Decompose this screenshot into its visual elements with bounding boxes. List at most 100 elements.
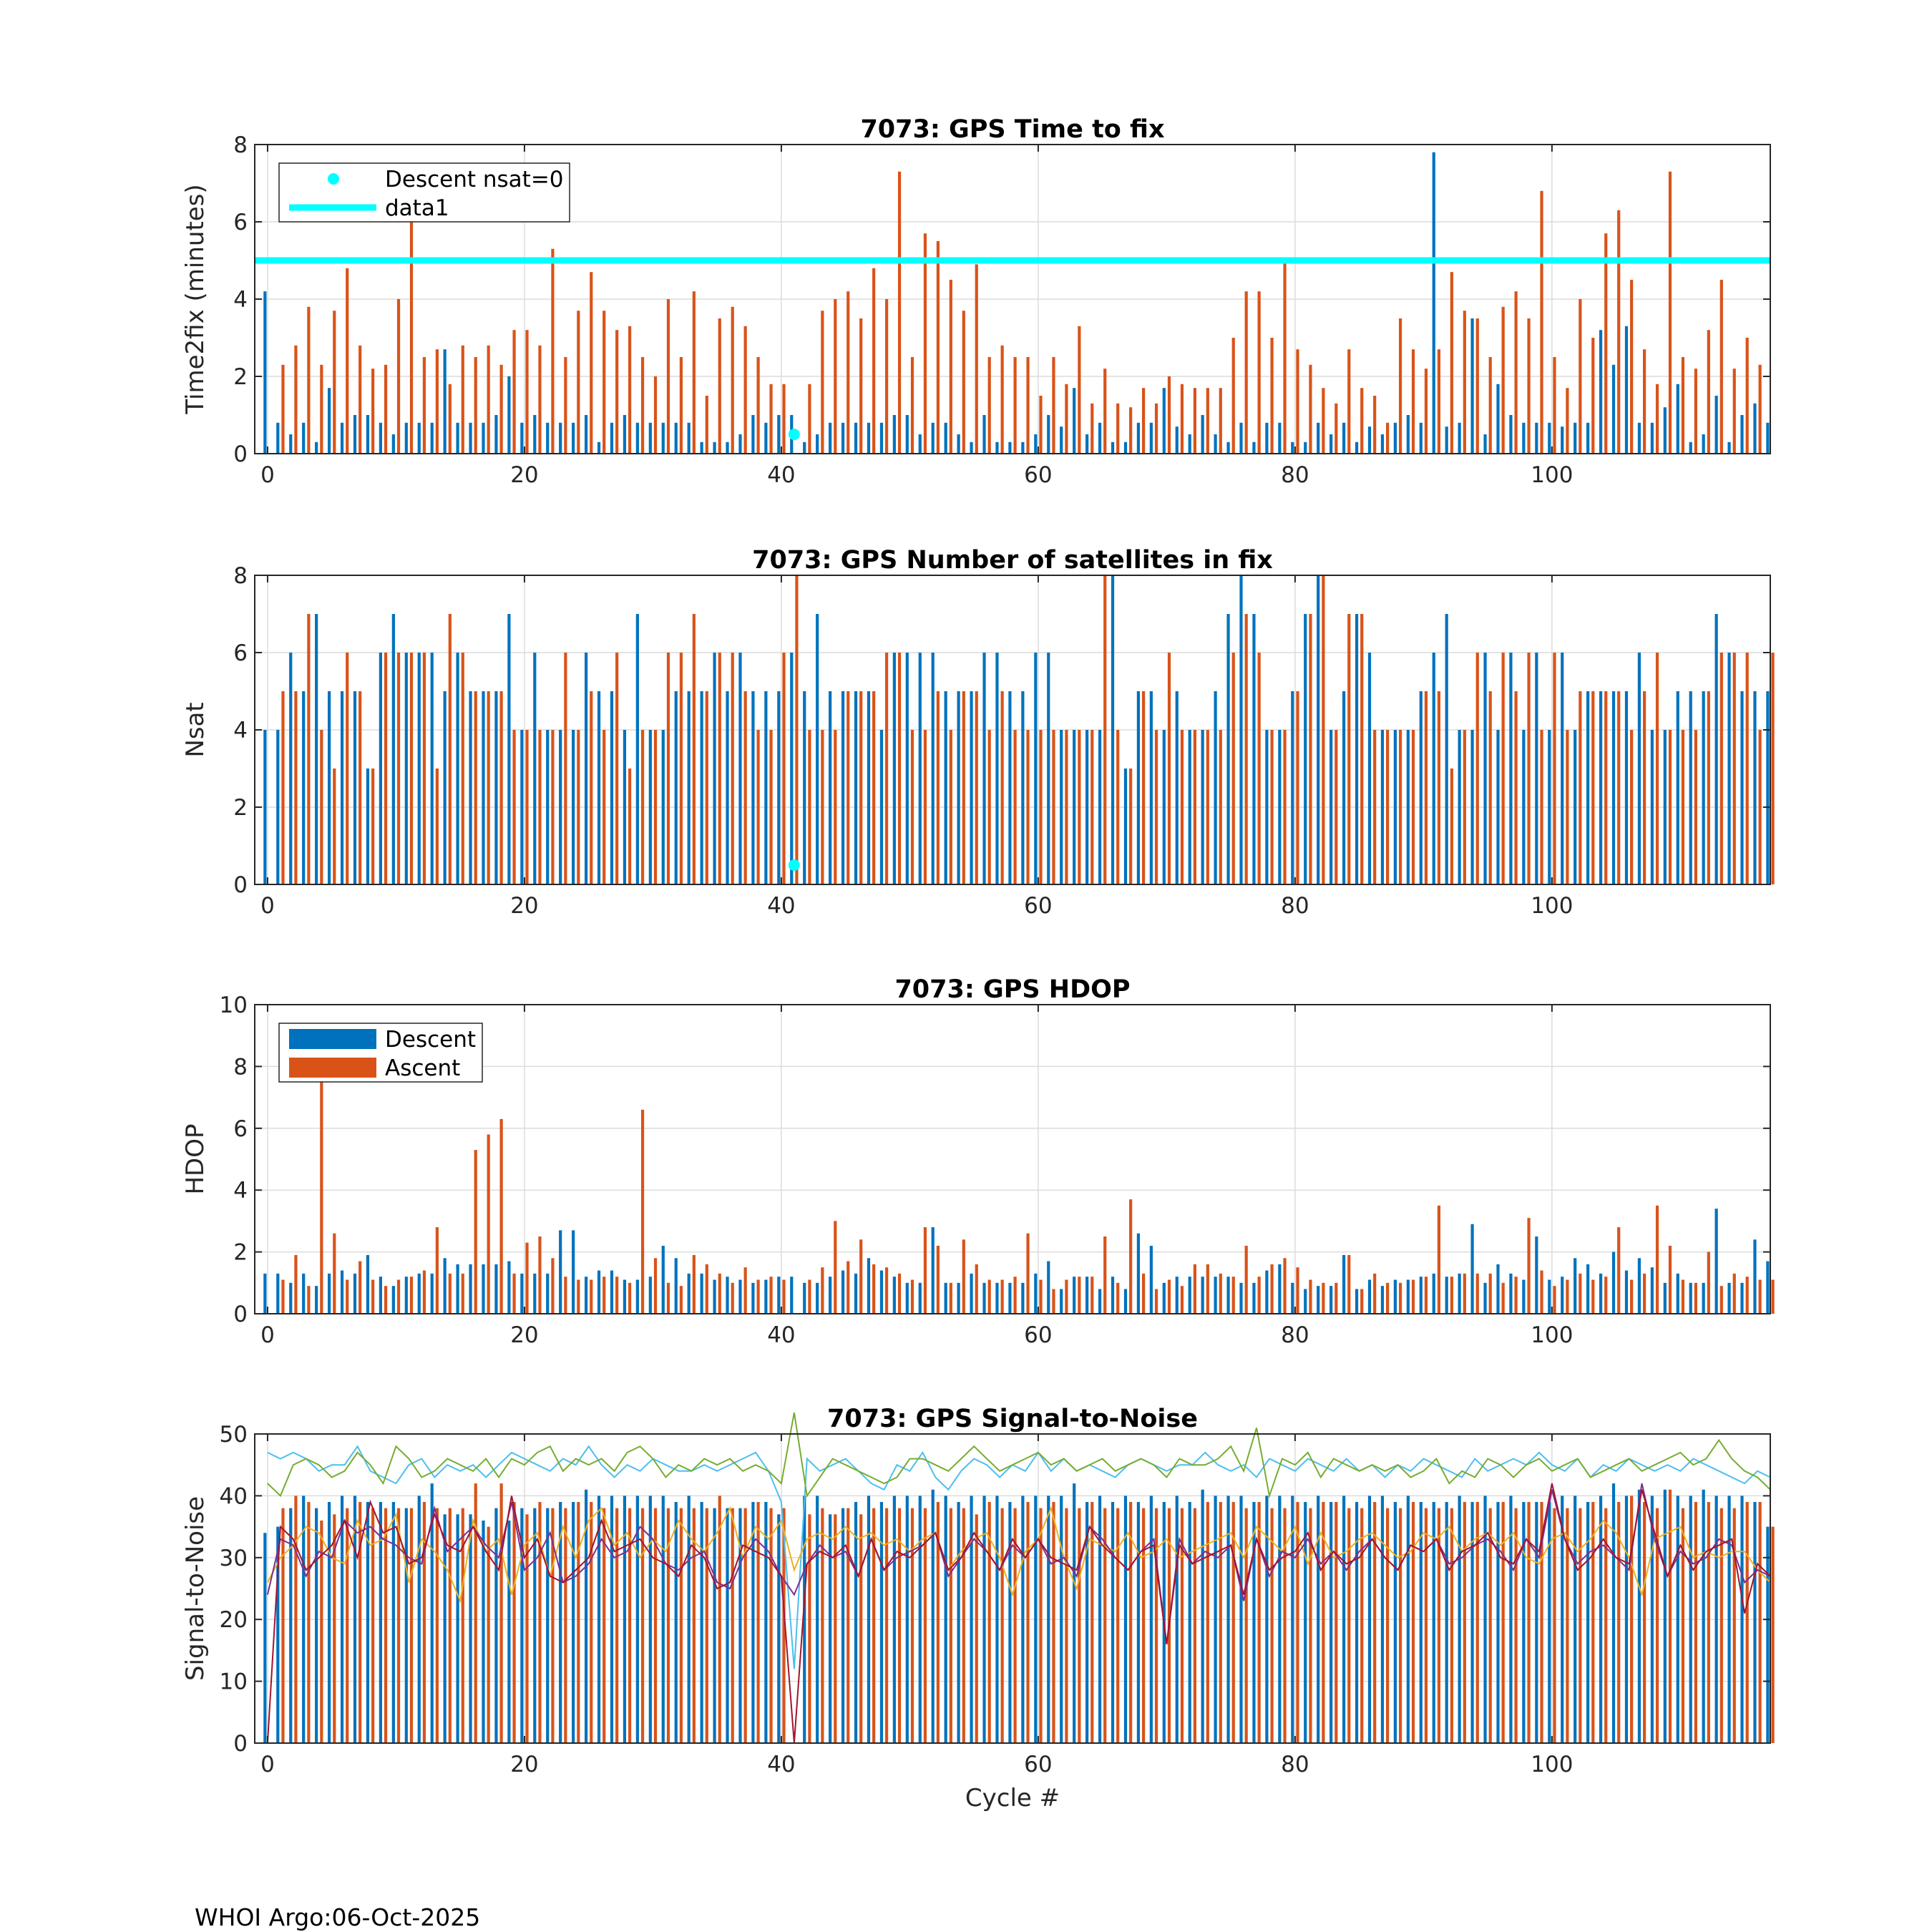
ascent-bar [1617, 1227, 1621, 1314]
ascent-bar [1501, 1502, 1505, 1743]
ascent-bar [975, 691, 978, 884]
ascent-bar [358, 345, 362, 454]
ascent-bar [1437, 1508, 1441, 1743]
descent-bar [1689, 441, 1692, 454]
ascent-bar [1360, 1508, 1364, 1743]
x-tick-label: 0 [260, 1322, 275, 1348]
ascent-bar [590, 691, 593, 884]
descent-bar [1278, 1264, 1282, 1314]
descent-bar [1574, 1258, 1577, 1314]
x-tick-label: 40 [767, 462, 795, 488]
ascent-bar [1681, 1508, 1685, 1743]
descent-bar [340, 422, 344, 454]
descent-bar [520, 1273, 524, 1314]
ascent-bar [1630, 1279, 1634, 1314]
ascent-bar [769, 730, 773, 884]
ascent-bar [653, 1258, 658, 1314]
ascent-bar [487, 1526, 490, 1743]
ascent-bar [1579, 1508, 1582, 1743]
descent-bar [1496, 384, 1500, 454]
descent-bar [1496, 730, 1500, 884]
ascent-bar [1630, 730, 1634, 884]
ascent-bar [1707, 330, 1710, 454]
descent-bar [1766, 422, 1770, 454]
descent-bar [353, 691, 357, 884]
descent-bar [417, 653, 421, 884]
descent-bar [944, 1282, 947, 1314]
descent-bar [1393, 730, 1397, 884]
descent-bar [1470, 1224, 1474, 1314]
descent-bar [507, 1520, 511, 1743]
descent-bar [1060, 730, 1063, 884]
y-tick-label: 30 [220, 1546, 248, 1571]
descent-bar [1291, 1496, 1294, 1743]
ascent-bar [577, 311, 580, 454]
descent-bar [430, 1483, 434, 1743]
ascent-bar [1360, 614, 1364, 884]
descent-bar [700, 1502, 703, 1743]
ascent-bar [1231, 1502, 1235, 1743]
ascent-bar [1463, 730, 1466, 884]
ascent-bar [1078, 1508, 1081, 1743]
ascent-bar [1347, 614, 1351, 884]
descent-bar [1149, 1496, 1153, 1743]
ascent-bar [782, 1279, 786, 1314]
ascent-bar [1501, 653, 1505, 884]
ascent-bar [872, 691, 876, 884]
descent-bar [315, 441, 318, 454]
ascent-bar [1026, 1233, 1030, 1314]
descent-bar [559, 730, 562, 884]
ascent-bar [1758, 364, 1762, 454]
descent-bar [1034, 1496, 1038, 1743]
ascent-bar [590, 1502, 593, 1743]
ascent-bar [628, 1508, 632, 1743]
descent-bar [918, 1496, 922, 1743]
descent-bar [623, 415, 627, 454]
descent-bar [1650, 730, 1654, 884]
descent-bar [816, 434, 819, 454]
descent-bar [1214, 434, 1217, 454]
descent-bar [1317, 1496, 1320, 1743]
ascent-bar [346, 653, 349, 884]
descent-bar [1123, 1496, 1128, 1743]
ascent-bar [602, 311, 606, 454]
descent-bar [1624, 1270, 1629, 1314]
descent-bar [340, 1496, 344, 1743]
ascent-bar [666, 1282, 670, 1314]
descent-bar [302, 422, 306, 454]
ascent-bar [628, 769, 632, 884]
ascent-bar [679, 1508, 683, 1743]
descent-bar [1561, 653, 1564, 884]
descent-bar [597, 691, 601, 884]
descent-bar [635, 1496, 639, 1743]
ascent-bar [872, 1264, 876, 1314]
legend-swatch-icon [289, 1029, 376, 1049]
descent-bar [1201, 730, 1204, 884]
descent-bar [263, 1273, 267, 1314]
descent-bar [1483, 1282, 1487, 1314]
x-tick-label: 100 [1531, 1322, 1573, 1348]
descent-bar [315, 614, 318, 884]
descent-bar [1226, 1277, 1230, 1314]
ascent-bar [834, 299, 837, 454]
descent-bar [726, 691, 729, 884]
ascent-bar [1309, 614, 1312, 884]
ascent-bar [1694, 1502, 1697, 1743]
descent-bar [944, 1496, 947, 1743]
descent-bar [905, 1282, 909, 1314]
ascent-bar [577, 730, 580, 884]
descent-bar [1753, 1239, 1757, 1314]
ascent-bar [897, 653, 902, 884]
descent-bar [430, 1273, 434, 1314]
ascent-bar [1386, 422, 1390, 454]
ascent-bar [1540, 1270, 1543, 1314]
ascent-bar [949, 1282, 952, 1314]
descent-bar [289, 1282, 293, 1314]
ascent-bar [1052, 357, 1055, 454]
ascent-bar [1283, 1258, 1287, 1314]
descent-bar [1278, 422, 1282, 454]
ascent-bar [640, 730, 645, 884]
ascent-bar [640, 1109, 645, 1314]
ascent-bar [1219, 1273, 1222, 1314]
